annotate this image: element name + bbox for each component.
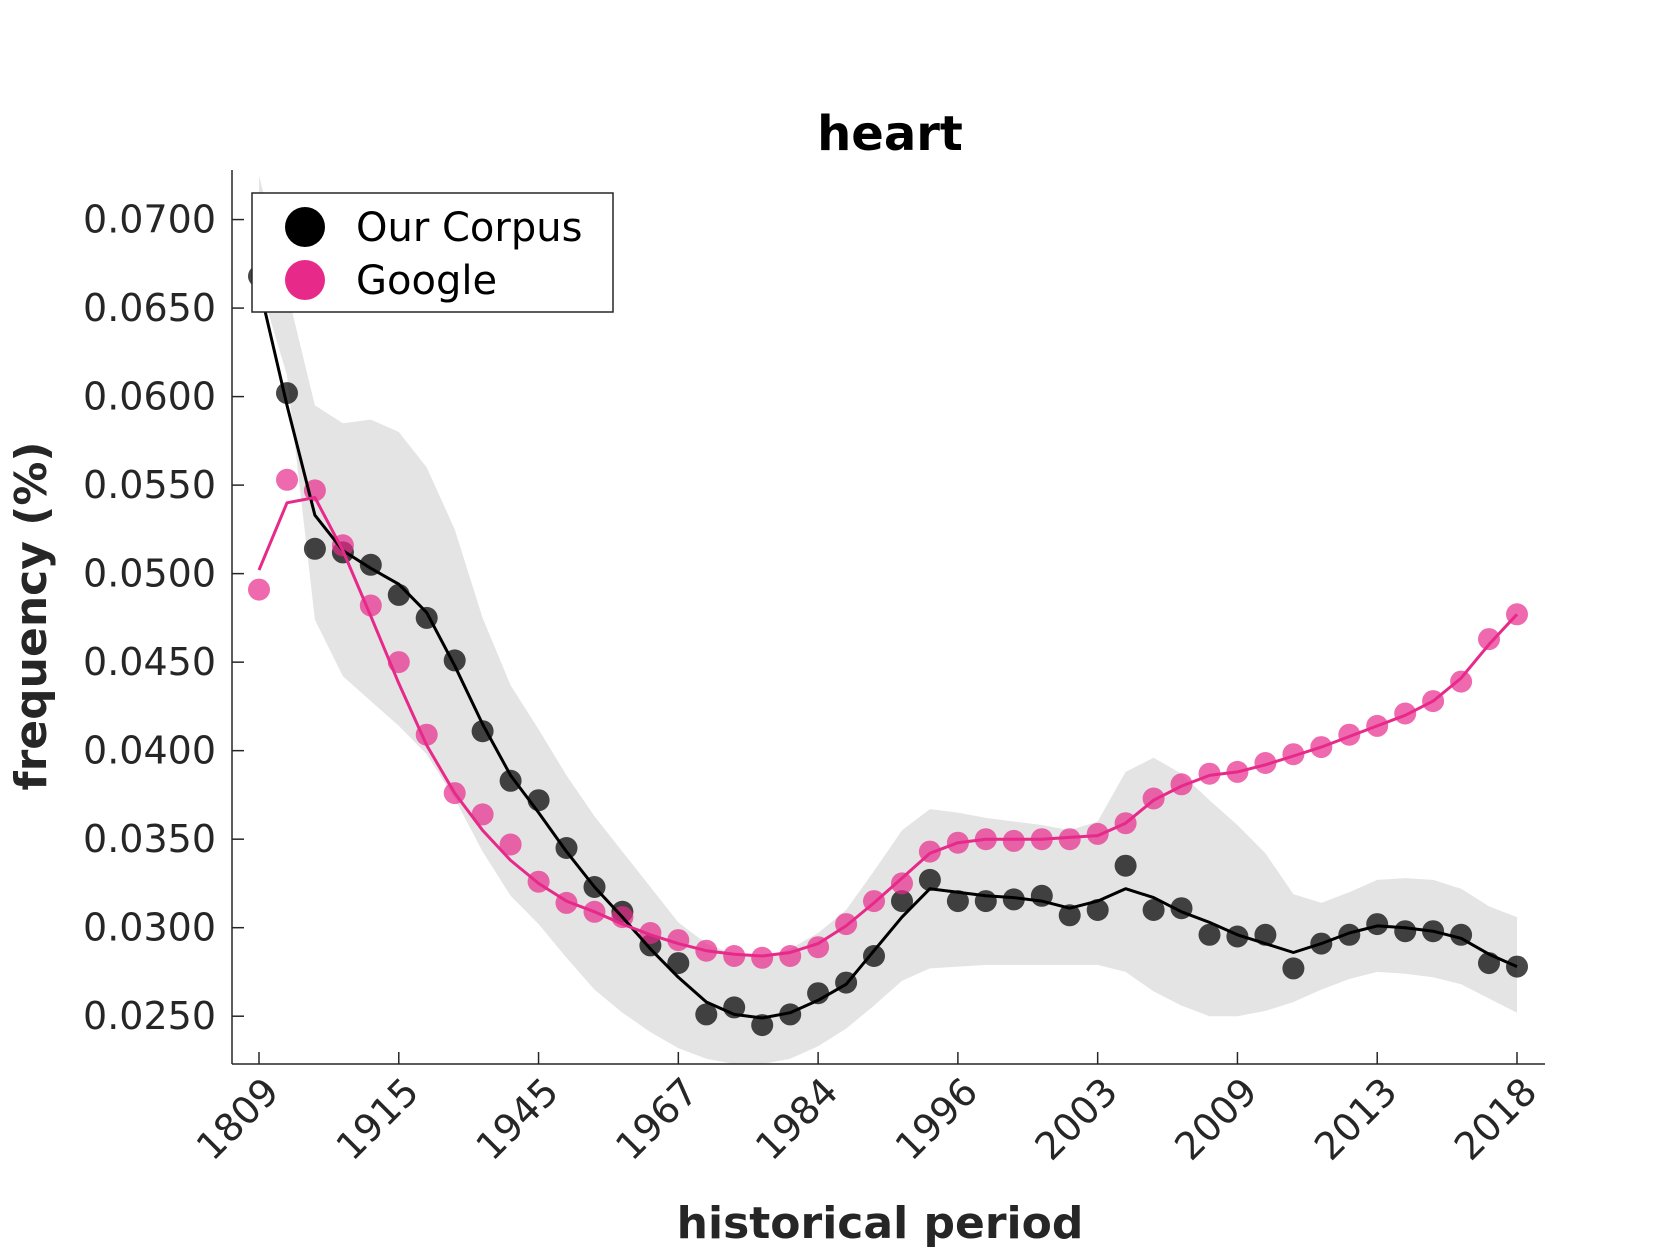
line-google — [257, 496, 1519, 958]
point-our-corpus — [863, 945, 885, 967]
point-google — [248, 578, 270, 601]
point-our-corpus — [695, 1003, 718, 1026]
legend: Our Corpus Google — [251, 192, 614, 313]
point-our-corpus — [1366, 913, 1389, 936]
point-our-corpus — [891, 890, 913, 913]
point-our-corpus — [387, 583, 410, 606]
legend-label: Our Corpus — [356, 205, 582, 251]
point-our-corpus — [1114, 854, 1137, 877]
y-tick-label: 0.0550 — [83, 463, 216, 507]
legend-marker — [285, 260, 325, 300]
y-tick-label: 0.0650 — [83, 286, 216, 330]
y-tick-label: 0.0250 — [83, 994, 216, 1038]
point-google — [276, 468, 298, 491]
y-tick-label: 0.0350 — [83, 817, 216, 861]
point-our-corpus — [946, 890, 969, 913]
point-our-corpus — [499, 769, 522, 792]
point-google — [1478, 628, 1500, 651]
line-our-corpus — [257, 284, 1518, 1020]
point-our-corpus — [1394, 920, 1417, 943]
point-google — [1282, 743, 1305, 766]
chart-title: heart — [817, 106, 963, 162]
point-google — [1338, 723, 1361, 746]
y-tick-label: 0.0500 — [83, 552, 216, 596]
point-our-corpus — [1002, 888, 1025, 911]
point-our-corpus — [1142, 899, 1165, 921]
point-google — [639, 922, 662, 944]
legend-marker — [285, 207, 325, 247]
point-google — [1198, 762, 1221, 785]
y-tick-label: 0.0450 — [83, 640, 216, 684]
legend-label: Google — [356, 258, 497, 304]
point-our-corpus — [1338, 923, 1361, 946]
point-google — [723, 945, 746, 967]
x-axis-label: historical period — [677, 1198, 1084, 1249]
y-tick-label: 0.0300 — [83, 906, 216, 950]
point-google — [1002, 829, 1025, 852]
y-tick-label: 0.0600 — [83, 375, 216, 419]
point-our-corpus — [1198, 923, 1221, 946]
point-our-corpus — [1282, 957, 1305, 980]
point-google — [751, 946, 774, 969]
point-google — [1058, 828, 1081, 851]
y-axis-label: frequency (%) — [6, 441, 57, 790]
point-google — [891, 872, 913, 895]
point-google — [1450, 670, 1473, 693]
point-google — [1086, 822, 1109, 845]
point-google — [779, 945, 802, 967]
point-google — [1394, 702, 1417, 725]
point-google — [471, 803, 494, 826]
point-google — [1254, 752, 1277, 774]
point-our-corpus — [1086, 899, 1109, 921]
point-our-corpus — [751, 1014, 774, 1037]
point-our-corpus — [1058, 904, 1081, 927]
y-tick-label: 0.0400 — [83, 729, 216, 773]
plot-area — [248, 175, 1528, 1065]
point-our-corpus — [667, 952, 690, 975]
y-tick-label: 0.0700 — [83, 198, 216, 242]
point-our-corpus — [918, 868, 941, 891]
point-google — [415, 723, 438, 746]
point-our-corpus — [303, 537, 326, 560]
point-google — [499, 833, 522, 856]
